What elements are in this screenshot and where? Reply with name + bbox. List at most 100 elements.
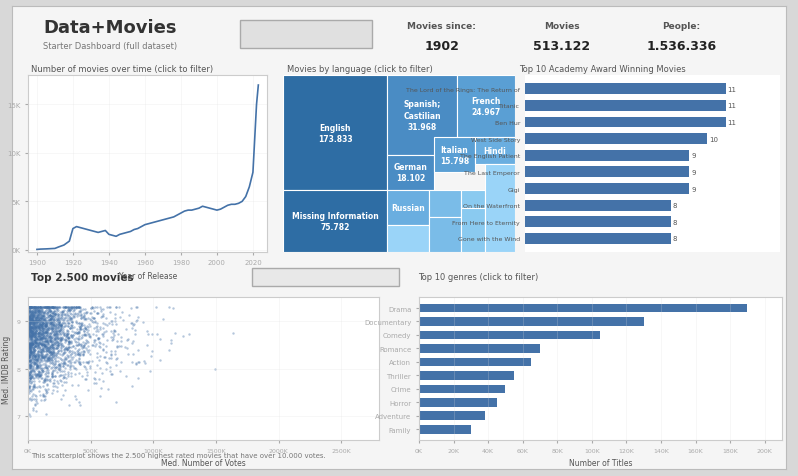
Point	[44, 359, 57, 367]
Point	[53, 315, 65, 322]
Point	[32, 341, 45, 349]
Point	[35, 312, 48, 320]
Point	[26, 345, 39, 353]
Text: French
24.967: French 24.967	[471, 97, 500, 117]
Point	[22, 342, 35, 350]
Point	[29, 331, 41, 339]
Point	[23, 326, 36, 333]
Point	[40, 303, 53, 311]
Point	[95, 369, 108, 377]
Point	[61, 323, 74, 330]
Point	[154, 336, 167, 343]
Point	[71, 309, 84, 317]
Point	[26, 372, 39, 379]
Point	[25, 317, 38, 325]
Point	[105, 351, 117, 359]
Point	[50, 334, 63, 342]
Point	[36, 322, 49, 329]
Point	[54, 329, 67, 337]
Point	[26, 383, 39, 390]
Point	[55, 312, 68, 320]
Point	[61, 344, 74, 352]
Point	[24, 305, 37, 312]
Point	[26, 319, 39, 327]
Point	[26, 316, 38, 323]
Point	[50, 324, 63, 332]
Point	[46, 327, 59, 335]
Point	[45, 389, 58, 397]
Point	[22, 318, 35, 326]
Bar	[525, 234, 671, 244]
Point	[49, 372, 61, 380]
Point	[23, 304, 36, 312]
Point	[92, 335, 105, 343]
Point	[52, 342, 65, 349]
Point	[28, 377, 41, 385]
Point	[42, 348, 55, 356]
Point	[69, 303, 82, 311]
Point	[109, 317, 121, 325]
Point	[41, 311, 54, 319]
Point	[48, 352, 61, 360]
Point	[26, 310, 38, 318]
Point	[37, 367, 49, 375]
Point	[29, 316, 41, 324]
Point	[29, 358, 41, 366]
Text: Data+Movies: Data+Movies	[43, 19, 176, 37]
Point	[51, 342, 64, 350]
Point	[78, 341, 91, 349]
Point	[57, 304, 70, 311]
Point	[104, 363, 117, 371]
Point	[40, 364, 53, 371]
Point	[47, 343, 60, 351]
Point	[78, 314, 91, 322]
Point	[65, 358, 77, 366]
Point	[22, 314, 35, 322]
Point	[27, 351, 40, 359]
Point	[26, 344, 39, 352]
Point	[27, 340, 40, 347]
Point	[132, 375, 144, 382]
Point	[164, 336, 177, 344]
Point	[38, 343, 51, 350]
Point	[25, 340, 38, 347]
Point	[32, 316, 45, 324]
Point	[51, 326, 64, 333]
Point	[22, 384, 35, 392]
Point	[105, 370, 117, 378]
Point	[39, 328, 52, 336]
Point	[69, 371, 81, 378]
Point	[33, 387, 45, 395]
Point	[26, 333, 38, 341]
Point	[44, 337, 57, 345]
Point	[61, 330, 74, 338]
Point	[34, 339, 47, 347]
Point	[53, 317, 65, 325]
Point	[57, 331, 70, 339]
Point	[35, 340, 48, 348]
Point	[53, 328, 65, 336]
Point	[26, 349, 39, 357]
Point	[34, 303, 46, 311]
Point	[60, 321, 73, 329]
Point	[34, 331, 46, 339]
Point	[37, 317, 49, 324]
Point	[73, 360, 86, 368]
Point	[28, 303, 41, 311]
Point	[58, 336, 71, 343]
Point	[45, 345, 57, 352]
Point	[33, 333, 45, 340]
Point	[32, 354, 45, 362]
Point	[35, 335, 48, 342]
Point	[29, 327, 41, 334]
Point	[38, 335, 51, 342]
Point	[40, 347, 53, 355]
Point	[41, 357, 53, 364]
Point	[76, 344, 89, 352]
Point	[105, 337, 118, 345]
Point	[30, 371, 42, 379]
Point	[78, 311, 91, 319]
Point	[24, 307, 37, 315]
Point	[70, 313, 83, 321]
Point	[32, 312, 45, 319]
